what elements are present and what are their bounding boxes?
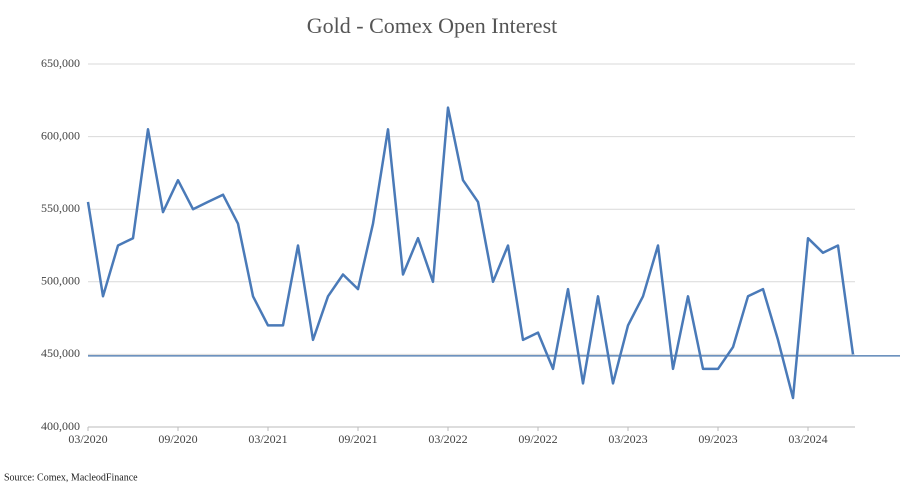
y-tick-label: 500,000 xyxy=(41,274,80,288)
x-tick-label: 03/2021 xyxy=(248,432,287,446)
source-note: Source: Comex, MacleodFinance xyxy=(4,472,138,483)
x-tick-label: 03/2022 xyxy=(428,432,467,446)
x-tick-label: 03/2023 xyxy=(608,432,647,446)
x-tick-label: 03/2020 xyxy=(68,432,107,446)
x-tick-label: 09/2020 xyxy=(158,432,197,446)
x-tick-label: 09/2023 xyxy=(698,432,737,446)
y-tick-label: 400,000 xyxy=(41,419,80,433)
x-tick-label: 09/2022 xyxy=(518,432,557,446)
series-line xyxy=(86,106,855,400)
y-tick-label: 450,000 xyxy=(41,346,80,360)
y-tick-label: 550,000 xyxy=(41,201,80,215)
chart-title: Gold - Comex Open Interest xyxy=(307,13,558,38)
x-tick-label: 09/2021 xyxy=(338,432,377,446)
y-tick-label: 600,000 xyxy=(41,128,80,142)
y-tick-label: 650,000 xyxy=(41,56,80,70)
x-tick-label: 03/2024 xyxy=(788,432,827,446)
